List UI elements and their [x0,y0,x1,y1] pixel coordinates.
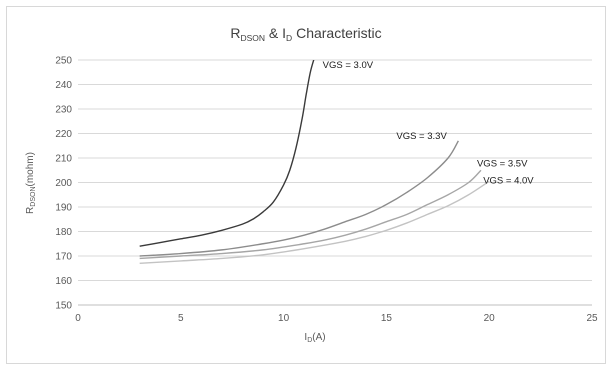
ylabel-sub: DSON [30,186,37,206]
title-sub2: D [286,33,292,43]
y-tick-label: 150 [55,301,72,312]
x-tick-label: 10 [278,313,290,324]
series-line [139,180,490,265]
x-tick-label: 0 [75,313,81,324]
x-tick-label: 15 [381,313,393,324]
series-label: VGS = 3.0V [323,60,374,71]
y-tick-label: 220 [55,129,72,140]
x-tick-label: 20 [484,313,496,324]
title-mid: & I [265,25,286,41]
y-tick-label: 160 [55,276,72,287]
title-sub1: DSON [240,33,265,43]
series-labels: VGS = 3.0V VGS = 3.3V VGS = 3.5V VGS = 4.0V [323,60,535,186]
x-axis-title: ID(A) [304,332,325,344]
chart-title: RDSON & ID Characteristic [230,25,381,43]
x-tick-label: 25 [586,313,598,324]
y-axis-title: RDSON(mohm) [25,152,37,214]
y-tick-labels: 150 160 170 180 190 200 210 220 230 240 250 [55,56,72,312]
x-tick-label: 5 [178,313,184,324]
xlabel-tail: (A) [312,332,325,343]
title-tail: Characteristic [292,25,381,41]
title-main: R [230,25,240,41]
chart-frame: RDSON & ID Characteristic 150 160 170 180 19… [6,6,606,364]
series-line [139,60,315,247]
y-tick-label: 200 [55,178,72,189]
y-tick-label: 250 [55,56,72,67]
ylabel-tail: (mohm) [25,152,36,186]
series-label: VGS = 3.3V [396,131,447,142]
y-tick-label: 180 [55,227,72,238]
series-lines [139,60,490,265]
y-tick-label: 230 [55,105,72,116]
y-tick-label: 240 [55,80,72,91]
y-tick-label: 210 [55,154,72,165]
xlabel-sub: D [307,337,312,344]
chart-svg: RDSON & ID Characteristic 15016017018019… [25,25,598,344]
y-tick-label: 190 [55,203,72,214]
xlabel-main: I [304,332,307,343]
series-line [139,169,482,260]
series-label: VGS = 4.0V [483,175,534,186]
series-label: VGS = 3.5V [477,158,528,169]
ylabel-main: R [25,207,36,214]
x-tick-labels: 0 5 10 15 20 25 [75,313,598,324]
series-line [139,140,459,257]
y-tick-label: 170 [55,252,72,263]
gridlines [78,59,592,281]
